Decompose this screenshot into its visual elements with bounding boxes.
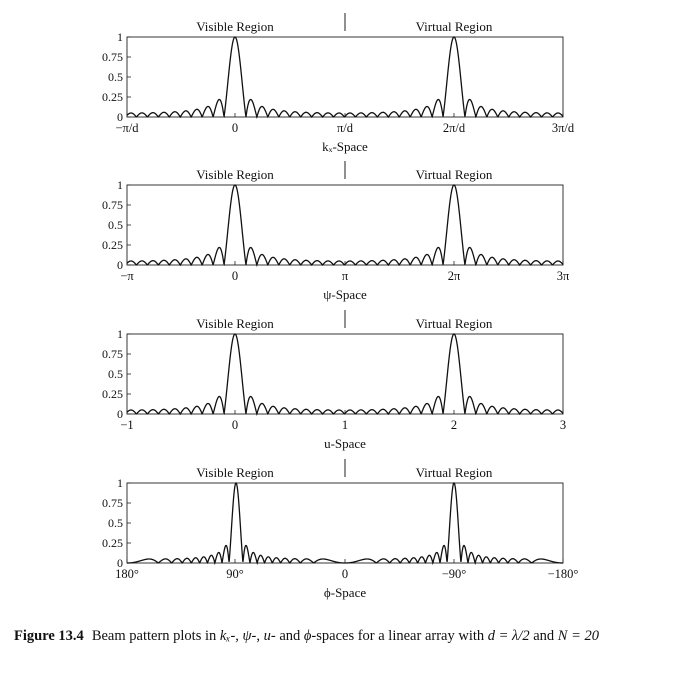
plot2-xtick-label: 3π bbox=[557, 269, 570, 283]
plot3-ytick-label: 1 bbox=[117, 327, 123, 341]
plot4-ytick-label: 0.5 bbox=[108, 516, 123, 530]
plot3-ytick-label: 0 bbox=[117, 407, 123, 421]
plot1-xaxis-label: kₓ-Space bbox=[322, 139, 368, 154]
plot3-xtick-label: 0 bbox=[232, 418, 238, 432]
plot4-ytick-label: 0.75 bbox=[102, 496, 123, 510]
plot3-xtick-label: 1 bbox=[342, 418, 348, 432]
plot1-frame bbox=[126, 36, 564, 118]
plot4-ytick-label: 0 bbox=[117, 556, 123, 570]
beam-pattern-plots: Visible Region Virtual Region 1 0.75 0.5 0.25… bbox=[102, 13, 579, 600]
caption-math-phi: ϕ bbox=[303, 628, 312, 644]
plot1-xtick-label: π/d bbox=[337, 121, 354, 135]
plot2-virtual-region-label: Virtual Region bbox=[416, 167, 493, 182]
plot4-virtual-region-label: Virtual Region bbox=[416, 465, 493, 480]
plot3-visible-region-label: Visible Region bbox=[196, 316, 274, 331]
plot2-ytick-label: 0.25 bbox=[102, 238, 123, 252]
plot3-xtick-label: 2 bbox=[451, 418, 457, 432]
plot3-ytick-label: 0.75 bbox=[102, 347, 123, 361]
plot2-xtick-label: π bbox=[342, 269, 349, 283]
plot2-xtick-label: −π bbox=[120, 269, 134, 283]
plot1-ytick-label: 0.25 bbox=[102, 90, 123, 104]
plot4-xtick-label: 90° bbox=[226, 567, 244, 581]
plot1-ytick-label: 0.5 bbox=[108, 70, 123, 84]
caption-text-mid: -spaces for a linear array with bbox=[311, 628, 488, 644]
plot3-ytick-label: 0.25 bbox=[102, 387, 123, 401]
caption-text-sep2: -, bbox=[251, 628, 264, 644]
plot3-virtual-region-label: Virtual Region bbox=[416, 316, 493, 331]
plot1-virtual-region-label: Virtual Region bbox=[416, 19, 493, 34]
caption-math-kx: kₓ bbox=[219, 628, 231, 644]
plot1-xtick-label: 0 bbox=[232, 121, 238, 135]
plot2-frame bbox=[126, 184, 564, 266]
plot4-frame bbox=[126, 482, 564, 564]
plot4-xtick-label: 180° bbox=[115, 567, 139, 581]
plot3-frame bbox=[126, 333, 564, 415]
plot4-xtick-label: −90° bbox=[442, 567, 467, 581]
caption-math-u: u bbox=[263, 628, 271, 644]
plot2-xaxis-label: ψ-Space bbox=[323, 287, 367, 302]
caption-label: Figure 13.4 bbox=[14, 628, 84, 644]
figure-caption: Figure 13.4 Beam pattern plots in kₓ-, ψ-… bbox=[14, 627, 674, 645]
caption-math-n: N = 20 bbox=[557, 628, 600, 644]
caption-math-psi: ψ bbox=[242, 628, 252, 644]
plot1-beam-pattern-curve bbox=[126, 36, 564, 120]
caption-math-d: d = λ/2 bbox=[487, 628, 530, 644]
plot1-xtick-label: 2π/d bbox=[443, 121, 466, 135]
plot1-xtick-label: −π/d bbox=[115, 121, 139, 135]
plot3-ytick-label: 0.5 bbox=[108, 367, 123, 381]
plot4-ytick-label: 0.25 bbox=[102, 536, 123, 550]
plot2-xtick-label: 0 bbox=[232, 269, 238, 283]
plot4-xaxis-label: ϕ-Space bbox=[324, 585, 366, 600]
plot4-beam-pattern-curve bbox=[127, 482, 563, 566]
plot2-beam-pattern-curve bbox=[126, 184, 564, 268]
caption-text-sep3: - and bbox=[270, 628, 304, 644]
plot1-ytick-label: 1 bbox=[117, 30, 123, 44]
plot2-ytick-label: 1 bbox=[117, 178, 123, 192]
plot2-visible-region-label: Visible Region bbox=[196, 167, 274, 182]
caption-text-and: and bbox=[529, 628, 558, 644]
plot3-xtick-label: −1 bbox=[120, 418, 133, 432]
plot2-ytick-label: 0.75 bbox=[102, 198, 123, 212]
plot4-ytick-label: 1 bbox=[117, 476, 123, 490]
plot3-xtick-label: 3 bbox=[560, 418, 566, 432]
plot2-xtick-label: 2π bbox=[448, 269, 461, 283]
plot3-xaxis-label: u-Space bbox=[324, 436, 366, 451]
plot4-xtick-label: −180° bbox=[548, 567, 579, 581]
plot1-ytick-label: 0.75 bbox=[102, 50, 123, 64]
plot3-beam-pattern-curve bbox=[126, 333, 564, 417]
plot1-visible-region-label: Visible Region bbox=[196, 19, 274, 34]
plot4-visible-region-label: Visible Region bbox=[196, 465, 274, 480]
caption-text-prefix: Beam pattern plots in bbox=[91, 628, 220, 644]
plot2-ytick-label: 0 bbox=[117, 258, 123, 272]
plot4-xtick-label: 0 bbox=[342, 567, 348, 581]
plot1-xtick-label: 3π/d bbox=[552, 121, 575, 135]
caption-text-sep1: -, bbox=[230, 628, 243, 644]
plot1-ytick-label: 0 bbox=[117, 110, 123, 124]
plot2-ytick-label: 0.5 bbox=[108, 218, 123, 232]
